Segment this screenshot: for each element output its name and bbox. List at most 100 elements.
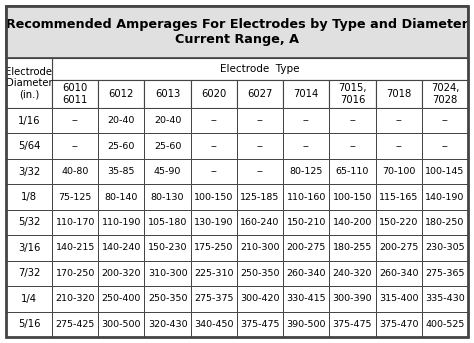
Text: 3/32: 3/32 [18,167,40,177]
Bar [329,159,375,184]
Text: 210-300: 210-300 [240,244,280,252]
Text: 140-190: 140-190 [425,192,465,202]
Bar [237,261,283,286]
Text: 210-320: 210-320 [55,294,95,303]
Text: --: -- [256,116,264,125]
Text: --: -- [210,142,217,151]
Bar [422,311,468,337]
Text: 180-255: 180-255 [333,244,372,252]
Text: 20-40: 20-40 [154,116,181,125]
Bar [283,184,329,210]
Bar [6,159,52,184]
Bar [191,235,237,261]
Bar [191,80,237,108]
Text: 7018: 7018 [386,89,411,99]
Bar [145,235,191,261]
Bar [52,210,98,235]
Bar [191,261,237,286]
Text: 7014: 7014 [293,89,319,99]
Bar [237,80,283,108]
Text: 80-140: 80-140 [105,192,138,202]
Bar [191,286,237,311]
Text: 40-80: 40-80 [62,167,89,176]
Text: 300-390: 300-390 [333,294,372,303]
Bar [237,159,283,184]
Bar [422,210,468,235]
Bar [52,235,98,261]
Bar [6,210,52,235]
Bar [145,261,191,286]
Bar [375,210,422,235]
Text: 275-365: 275-365 [425,269,465,278]
Bar [237,133,283,159]
Bar [283,261,329,286]
Text: 230-305: 230-305 [425,244,465,252]
Bar [145,159,191,184]
Text: 5/16: 5/16 [18,319,40,329]
Text: 5/32: 5/32 [18,217,40,227]
Bar [422,184,468,210]
Text: 375-475: 375-475 [333,320,372,329]
Bar [145,133,191,159]
Text: 105-180: 105-180 [148,218,187,227]
Text: 320-430: 320-430 [148,320,187,329]
Bar [98,261,145,286]
Text: 6020: 6020 [201,89,227,99]
Text: 200-320: 200-320 [101,269,141,278]
Bar [6,58,52,108]
Bar [98,286,145,311]
Bar [6,235,52,261]
Text: 400-525: 400-525 [425,320,465,329]
Text: 110-170: 110-170 [55,218,95,227]
Text: --: -- [395,142,402,151]
Text: --: -- [72,116,79,125]
Bar [6,184,52,210]
Text: 375-475: 375-475 [240,320,280,329]
Bar [283,133,329,159]
Text: 260-340: 260-340 [286,269,326,278]
Bar [422,261,468,286]
Text: 100-150: 100-150 [333,192,372,202]
Bar [283,311,329,337]
Text: Electrode  Type: Electrode Type [220,64,300,74]
Bar [6,286,52,311]
Text: 390-500: 390-500 [286,320,326,329]
Bar [145,286,191,311]
Bar [422,133,468,159]
Text: 160-240: 160-240 [240,218,280,227]
Text: 150-230: 150-230 [148,244,187,252]
Bar [283,286,329,311]
Bar [52,58,468,80]
Bar [375,286,422,311]
Bar [191,210,237,235]
Bar [98,235,145,261]
Bar [52,184,98,210]
Bar [52,80,98,108]
Text: 315-400: 315-400 [379,294,419,303]
Bar [329,184,375,210]
Text: 6010
6011: 6010 6011 [63,83,88,105]
Bar [375,235,422,261]
Text: 130-190: 130-190 [194,218,234,227]
Text: --: -- [210,167,217,176]
Bar [329,80,375,108]
Bar [329,210,375,235]
Bar [375,159,422,184]
Text: 140-200: 140-200 [333,218,372,227]
Text: 80-125: 80-125 [290,167,323,176]
Text: 25-60: 25-60 [108,142,135,151]
Text: 310-300: 310-300 [148,269,187,278]
Text: 300-420: 300-420 [240,294,280,303]
Bar [191,108,237,133]
Bar [329,261,375,286]
Bar [191,133,237,159]
Text: Recommended Amperages For Electrodes by Type and Diameter
Current Range, A: Recommended Amperages For Electrodes by … [6,18,468,46]
Text: 1/16: 1/16 [18,116,40,126]
Bar [52,159,98,184]
Text: 180-250: 180-250 [425,218,465,227]
Bar [98,80,145,108]
Bar [52,133,98,159]
Bar [6,311,52,337]
Text: 6027: 6027 [247,89,273,99]
Text: 250-350: 250-350 [148,294,187,303]
